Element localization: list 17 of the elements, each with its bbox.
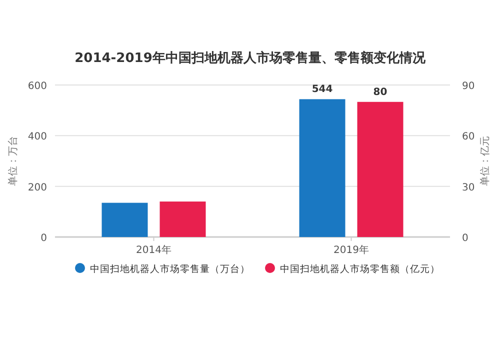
- y-tick-label: 600: [28, 81, 47, 92]
- y-tick-label: 200: [28, 182, 47, 194]
- y2-tick-label: 90: [462, 81, 475, 92]
- x-tick-label: 2014年: [136, 244, 172, 256]
- y2-tick-label: 0: [462, 233, 468, 244]
- y-tick-label: 0: [40, 233, 47, 244]
- legend-label: 中国扫地机器人市场零售量（万台）: [90, 263, 250, 275]
- legend-label: 中国扫地机器人市场零售额（亿元）: [280, 263, 440, 275]
- data-label: 544: [312, 84, 333, 96]
- y2-axis-title: 单位：亿元: [479, 136, 491, 186]
- y-tick-label: 400: [28, 132, 47, 143]
- x-tick-label: 2019年: [334, 244, 369, 256]
- data-label: 80: [373, 86, 388, 98]
- y2-tick-label: 60: [462, 132, 475, 143]
- y2-tick-label: 30: [462, 182, 475, 194]
- y-axis-title: 单位：万台: [7, 136, 19, 186]
- chart-title: 2014-2019年中国扫地机器人市场零售量、零售额变化情况: [74, 50, 426, 66]
